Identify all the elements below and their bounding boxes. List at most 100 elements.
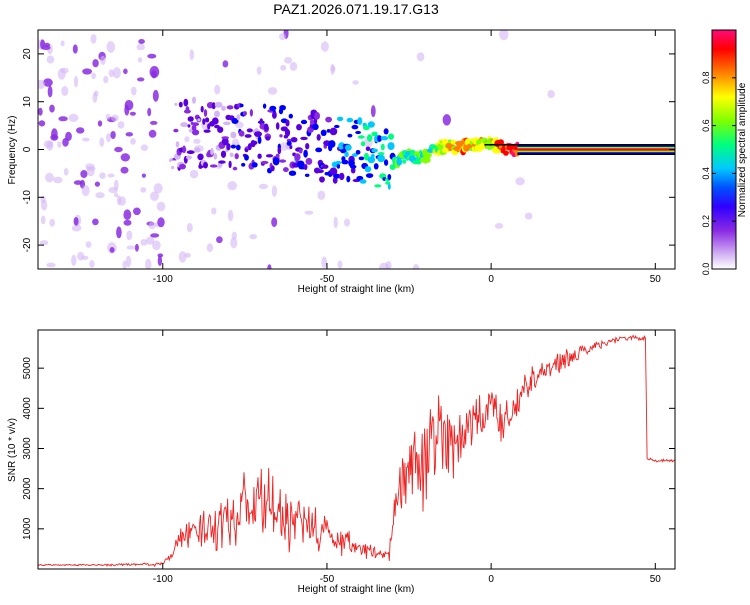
ridge-point [269,105,277,111]
noise-blob [92,92,98,103]
ridge-point [346,117,354,123]
ridge-point [300,136,308,141]
ridge-point [211,117,219,125]
ridge-point [481,145,485,150]
x-tick-label: 50 [650,274,662,285]
ridge-point [350,167,356,174]
ridge-point [289,145,293,150]
noise-blob [515,177,525,186]
ridge-point [221,136,229,140]
noise-blob [46,262,56,268]
ridge-point [320,129,327,136]
noise-blob [151,70,157,79]
ridge-point [260,160,269,165]
noise-blob [58,116,68,122]
noise-blob [137,57,143,63]
noise-blob [214,84,221,95]
ridge-point [367,156,376,164]
ridge-point [202,118,206,125]
ridge-point [296,160,305,169]
ridge-point [363,152,369,161]
ridge-point [383,128,389,135]
colorbar-tick-label: 0.6 [701,119,711,132]
ridge-point [236,114,241,121]
ridge-point [210,147,214,156]
ridge-point [220,150,227,158]
ridge-point [263,123,269,131]
noise-blob [442,114,451,126]
noise-blob [123,68,128,75]
ridge-point [319,176,325,183]
noise-blob [73,75,79,88]
ridge-point [244,134,252,138]
noise-blob [499,30,509,41]
noise-blob [304,210,314,215]
ridge-point [192,129,200,136]
spectrogram-y-ticks: -20 -10 0 10 20 [22,48,675,252]
ridge-point [344,144,352,151]
ridge-point [290,137,298,143]
ridge-point [316,134,321,141]
ridge-point [355,150,361,155]
noise-blob [39,240,49,246]
noise-blob [92,218,99,226]
ridge-point [309,119,315,125]
noise-blob [211,207,217,215]
noise-blob [125,132,134,137]
noise-blob [53,176,63,184]
noise-blob [40,39,46,50]
noise-blob [100,55,106,65]
noise-blob [57,141,62,148]
ridge-point [360,141,366,147]
ridge-point [194,147,201,153]
noise-blob [494,223,504,229]
ridge-point [416,156,422,165]
noise-blob [134,243,139,252]
noise-blob [71,254,77,267]
snr-y-ticks: 1000 2000 3000 4000 5000 [22,357,675,540]
ridge-point [364,166,372,173]
noise-blob [114,146,123,153]
noise-blob [189,49,195,61]
noise-blob [71,224,82,232]
ridge-point [214,101,223,108]
noise-blob [60,40,65,47]
ridge-point [388,133,394,140]
ridge-point [205,117,210,123]
noise-blob [147,53,157,59]
ridge-point [387,174,392,180]
noise-blob [122,260,127,269]
snr-frame [37,329,676,570]
ridge-point [426,157,431,163]
ridge-point [179,163,186,170]
ridge-point [300,162,304,166]
ridge-point [374,184,382,188]
ridge-point [303,164,308,170]
noise-blob [47,85,53,98]
ridge-point [336,163,341,169]
ridge-point [498,139,504,146]
noise-blob [258,183,268,190]
ridge-point [373,163,379,170]
noise-blob [57,68,66,80]
noise-blob [38,107,43,116]
noise-blob [123,219,132,226]
ridge-point [265,136,271,141]
ridge-point [436,143,444,151]
spectrogram-x-label: Height of straight line (km) [298,284,415,295]
noise-blob [43,78,53,87]
noise-blob [413,263,420,269]
ridge-point [346,175,351,183]
noise-blob [116,195,122,206]
noise-blob [126,245,136,250]
noise-blob [370,105,376,118]
noise-blob [227,209,234,222]
noise-blob [106,41,116,53]
colorbar-tick-label: 0.8 [701,72,711,85]
y-tick-label: 3000 [22,437,33,460]
noise-blob [95,192,105,199]
ridge-point [322,164,329,169]
noise-blob [216,236,223,244]
noise-blob [344,218,350,227]
